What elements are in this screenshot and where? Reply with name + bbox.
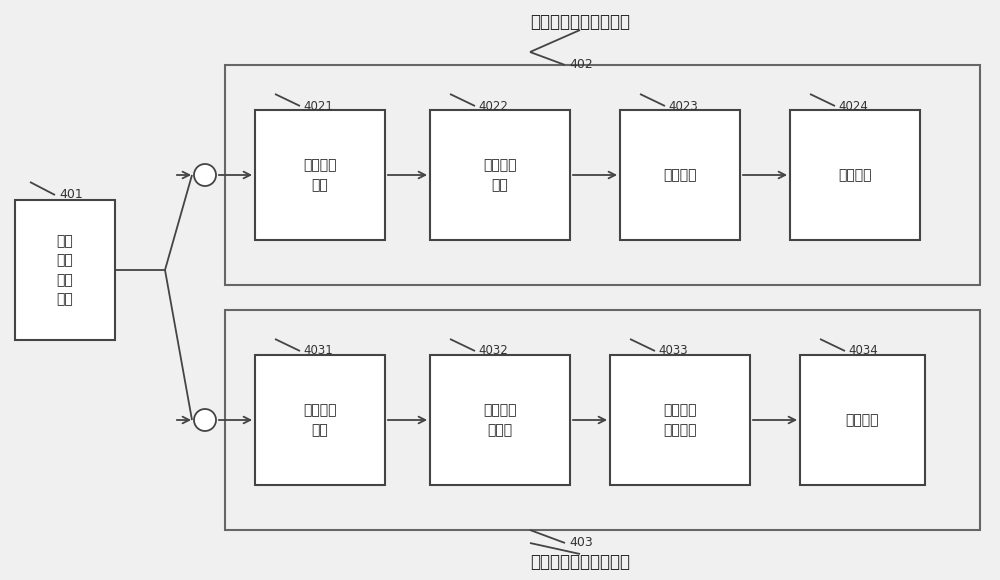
Text: 重建模块: 重建模块 [846,413,879,427]
Bar [610,355,750,485]
Text: 低频残差
提取: 低频残差 提取 [303,158,337,192]
Text: 包络信息
提取: 包络信息 提取 [483,158,517,192]
Text: 4032: 4032 [478,345,508,357]
Text: 4033: 4033 [658,345,688,357]
Text: 4031: 4031 [303,345,333,357]
Bar [800,355,925,485]
Text: 4024: 4024 [838,100,868,113]
Text: 音乐信号带宽扩展模块: 音乐信号带宽扩展模块 [530,553,630,571]
Text: 4023: 4023 [668,100,698,113]
Bar [15,200,115,340]
Bar [225,310,980,530]
Text: 相关性计
算模块: 相关性计 算模块 [483,403,517,437]
Circle shape [194,409,216,431]
Bar [255,110,385,240]
Bar [620,110,740,240]
Bar [225,65,980,285]
Circle shape [194,164,216,186]
Bar [430,355,570,485]
Text: 4034: 4034 [848,345,878,357]
Text: 信号
类型
检测
模块: 信号 类型 检测 模块 [57,234,73,306]
Text: 403: 403 [569,536,593,549]
Text: 加窗转化
模块: 加窗转化 模块 [303,403,337,437]
Text: 增益提取: 增益提取 [663,168,697,182]
Bar [430,110,570,240]
Bar [255,355,385,485]
Text: 重建模块: 重建模块 [838,168,872,182]
Text: 4021: 4021 [303,100,333,113]
Bar [790,110,920,240]
Text: 能量参数
提取模块: 能量参数 提取模块 [663,403,697,437]
Text: 402: 402 [569,59,593,71]
Text: 语音信号带宽扩展模块: 语音信号带宽扩展模块 [530,13,630,31]
Text: 401: 401 [59,188,83,201]
Text: 4022: 4022 [478,100,508,113]
